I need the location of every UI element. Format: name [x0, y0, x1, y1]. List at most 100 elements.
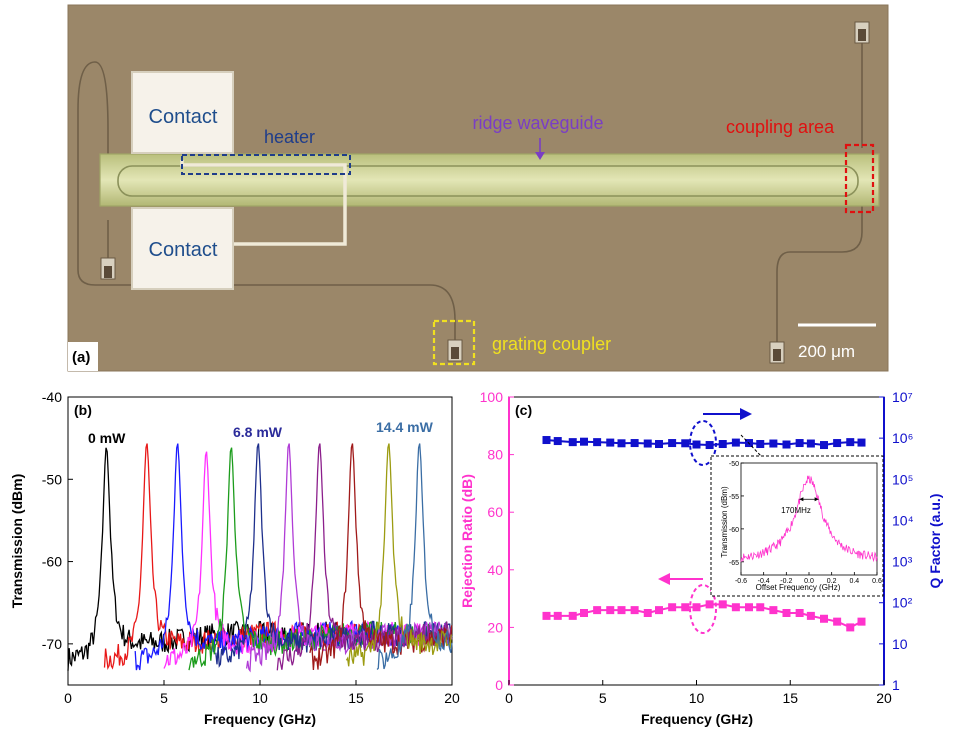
chart-c-point-left-19	[782, 609, 791, 617]
chart-c-point-right-22	[820, 441, 828, 450]
chart-b-ylabel: Transmission (dBm)	[9, 474, 25, 609]
contact-pad-bottom	[131, 207, 234, 290]
inset-fwhm-label: 170MHz	[781, 506, 811, 515]
chart-c-ytick-left-1: 20	[487, 619, 503, 635]
chart-b-series-10	[376, 443, 453, 670]
inset-trace	[740, 475, 878, 563]
chart-c-point-right-15	[731, 438, 740, 447]
grating-coupler-box	[432, 319, 476, 366]
chart-b-xlabel: Frequency (GHz)	[204, 711, 316, 727]
chart-b-xtick-2: 10	[252, 690, 268, 706]
panel-b-label: (b)	[74, 402, 92, 418]
contact-bottom-label: Contact	[149, 239, 218, 261]
chart-c-point-left-23	[833, 617, 842, 626]
panel-a-label-box	[68, 342, 98, 371]
chart-c-ytick-right-3: 10³	[892, 554, 913, 570]
chart-c-point-left-25	[857, 617, 866, 626]
chart-c-point-right-11	[681, 439, 690, 448]
contact-top-label: Contact	[149, 106, 218, 128]
chart-c-point-left-20	[795, 609, 804, 617]
q-factor-ellipse	[689, 420, 717, 466]
chart-c-point-right-14	[718, 440, 727, 449]
chart-c-ytick-left-5: 100	[480, 389, 504, 405]
chart-c-point-right-24	[846, 438, 855, 447]
chart-c-point-right-18	[769, 439, 778, 448]
chart-c-point-left-5	[606, 606, 615, 615]
heater-trace	[180, 160, 347, 246]
chart-c-point-right-10	[668, 439, 677, 448]
chart-c-xlabel: Frequency (GHz)	[641, 711, 753, 727]
chart-b-ytick-2: -60	[42, 554, 62, 570]
inset-ytick-1: -55	[729, 494, 739, 501]
chart-c-point-left-8	[643, 609, 652, 617]
chart-c-point-left-11	[681, 603, 690, 612]
chart-c-ytick-right-6: 10⁶	[892, 430, 913, 446]
inset-xtick-3: 0.0	[804, 578, 814, 585]
inset-ytick-2: -60	[729, 527, 739, 534]
chart-c-ylabel-left: Rejection Ratio (dB)	[459, 474, 475, 608]
chart-b-ytick-1: -50	[42, 471, 62, 487]
chart-c-point-left-21	[806, 611, 815, 620]
rejection-ellipse	[689, 584, 717, 634]
chart-b-series-9	[345, 443, 452, 667]
chart-c-point-left-9	[655, 606, 663, 615]
chart-c-point-left-0	[542, 611, 551, 620]
chart-c-point-right-9	[655, 440, 663, 449]
inset-ylabel: Transmission (dBm)	[720, 486, 729, 558]
coupling-area-label: coupling area	[726, 117, 835, 137]
chart-b-ytick-0: -40	[42, 389, 62, 405]
chart-c-point-right-1	[553, 437, 562, 446]
chart-c-point-left-3	[580, 609, 588, 617]
chart-b-xtick-1: 5	[160, 690, 168, 706]
chart-c-point-right-7	[630, 439, 639, 448]
annotation-14-4mw: 14.4 mW	[376, 419, 434, 435]
chart-c-point-left-10	[668, 603, 677, 612]
chart-c-point-right-0	[542, 436, 551, 445]
chart-c-ytick-right-5: 10⁵	[892, 471, 913, 487]
racetrack-ring	[117, 165, 859, 197]
inset-chart: -0.6 -0.4 -0.2 0.0 0.2 0.4 0.6 -50 -55 -60 -65	[729, 461, 882, 585]
chart-b: 0 5 10 15 20 -40 -50 -60 -70 (b) 0 mW 6.8 mW 14.…	[9, 389, 460, 727]
chart-c-ytick-left-3: 60	[487, 504, 503, 520]
chart-c-series-group	[542, 436, 866, 632]
chart-b-xtick-0: 0	[64, 690, 72, 706]
panel-a-label: (a)	[72, 349, 90, 366]
inset-ytick-3: -65	[729, 560, 739, 567]
chart-c-ytick-left-0: 0	[495, 677, 503, 693]
chart-c-point-left-17	[756, 603, 765, 612]
inset-xtick-1: -0.4	[758, 578, 770, 585]
inset-xtick-6: 0.6	[872, 578, 882, 585]
chart-c-point-right-20	[795, 439, 804, 448]
chart-c-point-left-1	[553, 611, 562, 620]
grating-coupler-pads	[100, 21, 870, 364]
chart-c-xtick-4: 20	[876, 690, 892, 706]
chart-c-ytick-right-7: 10⁷	[892, 389, 913, 405]
chart-c-point-right-6	[617, 439, 626, 448]
chart-c: 0 5 10 15 20 0 20 40 60 80 100 1 10 10² 10³ 10⁴ 10⁵ 10⁶ 10…	[459, 389, 943, 727]
annotation-0mw: 0 mW	[88, 430, 126, 446]
chart-c-ytick-left-2: 40	[487, 562, 503, 578]
panel-c-label: (c)	[515, 402, 532, 418]
chart-c-point-left-4	[593, 606, 602, 615]
chart-c-xtick-3: 15	[782, 690, 798, 706]
chart-c-point-right-13	[705, 441, 714, 450]
chart-b-xtick-3: 15	[348, 690, 364, 706]
chart-c-point-left-16	[745, 603, 753, 612]
chart-b-series-group	[67, 443, 453, 673]
chart-b-ytick-3: -70	[42, 636, 62, 652]
chart-c-point-right-17	[756, 440, 765, 449]
coupling-area-box	[844, 143, 875, 214]
chart-c-ytick-right-1: 10	[892, 636, 908, 652]
inset-ytick-0: -50	[729, 461, 739, 468]
chart-c-ytick-right-4: 10⁴	[892, 512, 914, 528]
chart-c-point-right-19	[782, 440, 791, 449]
chart-c-point-left-12	[692, 603, 701, 612]
microscope-image: Contact Contact heater ridge waveguide c…	[67, 4, 889, 372]
chart-c-point-left-2	[568, 611, 577, 620]
chart-c-point-right-23	[833, 439, 842, 448]
contact-pad-top	[131, 71, 234, 154]
chart-c-point-right-25	[857, 438, 866, 447]
chart-c-point-left-24	[846, 623, 855, 632]
chart-c-ytick-left-4: 80	[487, 447, 503, 463]
